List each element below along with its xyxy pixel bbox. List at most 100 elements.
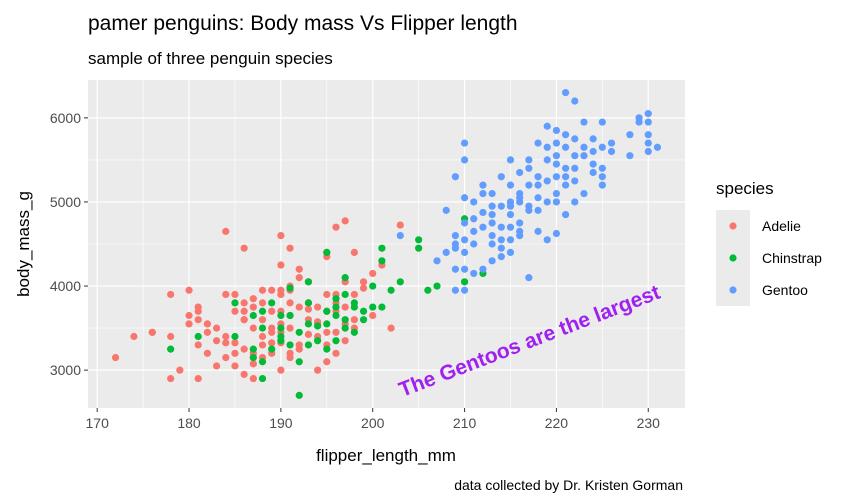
point-gentoo (525, 274, 533, 282)
point-gentoo (488, 240, 496, 248)
point-gentoo (543, 122, 551, 130)
point-gentoo (562, 210, 570, 219)
point-gentoo (497, 173, 505, 181)
point-chinstrap (268, 345, 276, 353)
point-gentoo (571, 135, 579, 143)
point-gentoo (479, 223, 487, 231)
point-adelie (240, 299, 248, 307)
point-adelie (323, 358, 331, 366)
point-adelie (359, 284, 368, 292)
point-adelie (304, 330, 313, 339)
point-chinstrap (304, 278, 313, 286)
point-gentoo (470, 198, 478, 206)
point-adelie (277, 231, 285, 240)
x-tick-label: 190 (269, 415, 293, 431)
point-gentoo (543, 198, 551, 206)
point-adelie (249, 324, 257, 332)
point-gentoo (470, 227, 478, 235)
point-gentoo (571, 152, 579, 160)
point-gentoo (479, 265, 487, 273)
point-gentoo (488, 231, 496, 240)
point-gentoo (460, 248, 469, 257)
point-gentoo (552, 126, 561, 135)
point-chinstrap (231, 299, 239, 307)
point-adelie (212, 324, 221, 332)
point-chinstrap (314, 322, 322, 330)
x-tick-label: 210 (453, 415, 477, 431)
point-adelie (194, 307, 202, 315)
point-gentoo (451, 286, 459, 294)
point-adelie (332, 223, 340, 231)
point-gentoo (396, 231, 404, 240)
point-adelie (249, 360, 257, 368)
grid-lines (88, 80, 685, 408)
point-chinstrap (341, 274, 349, 282)
point-gentoo (460, 156, 469, 164)
point-gentoo (571, 177, 579, 185)
point-adelie (258, 341, 267, 349)
point-adelie (341, 217, 349, 225)
point-gentoo (598, 173, 606, 181)
point-adelie (277, 261, 285, 269)
point-adelie (148, 328, 156, 336)
point-adelie (286, 299, 294, 307)
chart-caption: data collected by Dr. Kristen Gorman (454, 477, 683, 493)
point-chinstrap (415, 244, 423, 252)
point-gentoo (479, 208, 487, 217)
point-gentoo (534, 194, 542, 202)
point-chinstrap (369, 282, 377, 290)
point-gentoo (598, 181, 606, 189)
point-chinstrap (167, 345, 175, 353)
point-adelie (222, 227, 230, 235)
point-chinstrap (286, 284, 294, 292)
point-gentoo (580, 143, 588, 151)
point-adelie (167, 374, 175, 383)
point-chinstrap (268, 299, 276, 307)
point-adelie (249, 295, 257, 303)
point-adelie (222, 353, 230, 362)
y-axis-title: body_mass_g (14, 191, 33, 297)
point-gentoo (589, 147, 597, 156)
point-chinstrap (424, 286, 432, 294)
point-adelie (350, 248, 358, 257)
point-chinstrap (332, 311, 340, 320)
point-gentoo (488, 189, 496, 198)
point-gentoo (470, 215, 478, 223)
point-adelie (212, 362, 221, 370)
point-gentoo (442, 206, 450, 214)
point-chinstrap (332, 337, 340, 345)
point-gentoo (571, 97, 579, 105)
point-gentoo (626, 152, 634, 160)
legend-label-chinstrap: Chinstrap (762, 250, 822, 266)
point-chinstrap (286, 341, 294, 349)
point-gentoo (497, 253, 505, 261)
point-gentoo (598, 164, 606, 172)
point-adelie (130, 332, 138, 341)
point-chinstrap (323, 307, 331, 315)
point-adelie (341, 303, 349, 311)
point-adelie (295, 345, 303, 353)
point-adelie (185, 286, 193, 294)
x-tick-label: 200 (361, 415, 385, 431)
point-adelie (111, 353, 120, 362)
point-gentoo (460, 236, 469, 244)
x-tick-label: 170 (86, 415, 110, 431)
point-gentoo (607, 147, 616, 156)
point-gentoo (497, 223, 505, 231)
point-gentoo (552, 139, 561, 147)
point-gentoo (506, 202, 515, 210)
y-tick-label: 4000 (50, 278, 81, 294)
point-adelie (194, 374, 202, 383)
point-gentoo (506, 156, 515, 164)
point-gentoo (626, 131, 634, 139)
point-chinstrap (286, 311, 294, 320)
point-adelie (295, 303, 303, 311)
point-adelie (212, 337, 221, 345)
point-chinstrap (231, 332, 239, 341)
legend-title: species (716, 179, 774, 198)
point-chinstrap (314, 337, 322, 345)
point-gentoo (543, 177, 551, 185)
point-gentoo (479, 181, 487, 189)
point-gentoo (525, 202, 533, 210)
point-chinstrap (341, 324, 349, 332)
